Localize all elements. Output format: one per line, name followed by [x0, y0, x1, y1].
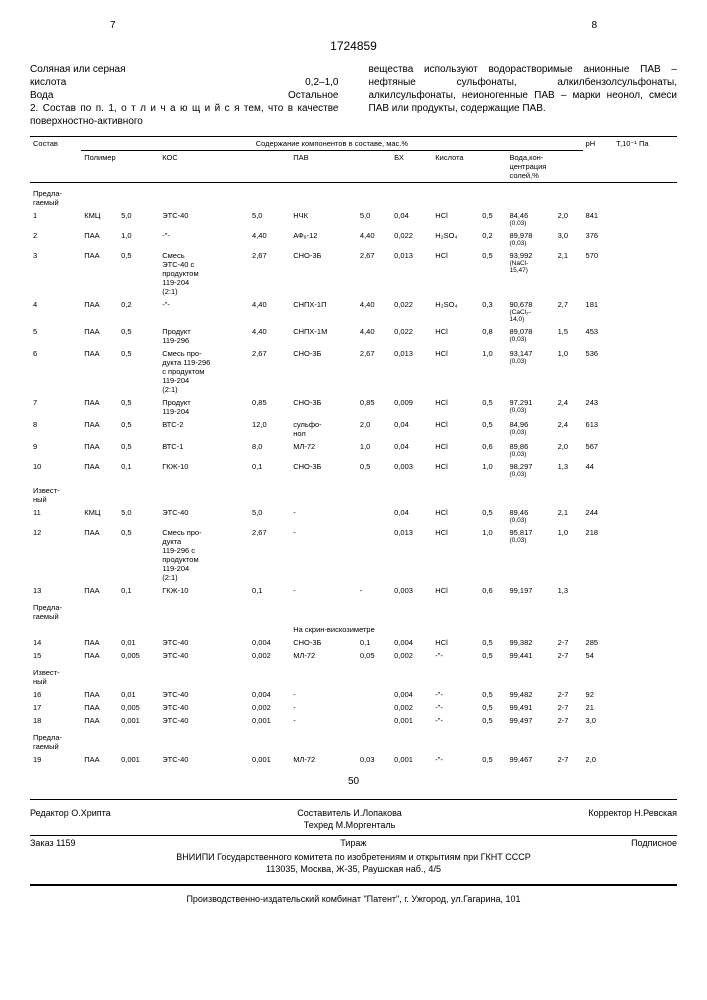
left-column: Соляная или серная кислота 0,2–1,0 Вода … [30, 63, 339, 128]
credits-block: Редактор О.Хрипта Составитель И.Лопакова… [30, 799, 677, 885]
table-header-1: Состав Содержание компонентов в составе,… [30, 137, 677, 151]
water-label: Вода [30, 89, 53, 102]
table-row: 4ПАА0,2-"-4,40СНПХ-1П4,400,022H₂SO₄0,390… [30, 298, 677, 325]
section-label: Предла- гаемый [30, 183, 677, 210]
table-row: 18ПАА0,001ЭТС-400,001-0,001-"-0,599,4972… [30, 714, 677, 727]
claim2-end: вещества используют водорастворимые анио… [369, 63, 678, 115]
acid-line1: Соляная или серная [30, 63, 339, 76]
hdr-kos: КОС [159, 151, 290, 183]
section-label: Извест- ный [30, 662, 677, 688]
printer-info: Производственно-издательский комбинат "П… [30, 885, 677, 904]
hdr-t: T,10⁻¹ Па [613, 137, 677, 183]
section-label: Предла- гаемый [30, 597, 677, 623]
subscription: Подписное [631, 838, 677, 848]
section-label: Извест- ный [30, 480, 677, 506]
water-val: Остальное [288, 89, 339, 102]
hdr-polymer: Полимер [81, 151, 159, 183]
acid-val: 0,2–1,0 [305, 76, 338, 89]
hdr-bx: БХ [391, 151, 432, 183]
hdr-sostav: Состав [30, 137, 81, 183]
table-row: 12ПАА0,5Смесь про- дукта 119-296 с проду… [30, 526, 677, 584]
table-row: 16ПАА0,01ЭТС-400,004-0,004-"-0,599,4822-… [30, 688, 677, 701]
section-label: Предла- гаемый [30, 727, 677, 753]
corrector: Корректор Н.Ревская [588, 808, 677, 831]
compiler: Составитель И.Лопакова [297, 808, 402, 818]
table-row: 14ПАА0,01ЭТС-400,004СНО-3Б0,10,004HCl0,5… [30, 636, 677, 649]
patent-number: 1724859 [30, 39, 677, 53]
section-note: На скрин-вискозиметре [290, 623, 677, 636]
acid-line2: кислота [30, 76, 66, 89]
tirazh: Тираж [340, 838, 366, 848]
table-row: 11КМЦ5,0ЭТС-405,0-0,04HCl0,589,46(0,03)2… [30, 506, 677, 526]
editor: Редактор О.Хрипта [30, 808, 111, 831]
table-row: 19ПАА0,001ЭТС-400,001МЛ-720,030,001-"-0,… [30, 753, 677, 766]
hdr-acid: Кислота [432, 151, 506, 183]
table-row: 5ПАА0,5Продукт 119-2964,40СНПХ-1М4,400,0… [30, 325, 677, 347]
page-numbers: 7 8 [30, 20, 677, 39]
table-row: 2ПАА1,0-"-4,40АФ₉-124,400,022H₂SO₄0,289,… [30, 229, 677, 249]
hdr-pav: ПАВ [290, 151, 391, 183]
page-left: 7 [110, 20, 116, 31]
table-row: 3ПАА0,5Смесь ЭТС-40 с продуктом 119-204 … [30, 249, 677, 298]
table-row: 1КМЦ5,0ЭТС-405,0НЧК5,00,04HCl0,584,46(0,… [30, 209, 677, 229]
table-row: 17ПАА0,005ЭТС-400,002-0,002-"-0,599,4912… [30, 701, 677, 714]
hdr-water: Вода,кон- центрация солей,% [506, 151, 582, 183]
right-column: вещества используют водорастворимые анио… [369, 63, 678, 128]
table-row: 9ПАА0,5ВТС-18,0МЛ-721,00,04HCl0,689,86(0… [30, 440, 677, 460]
hdr-ph: рН [583, 137, 614, 183]
table-row: 6ПАА0,5Смесь про- дукта 119-296 с продук… [30, 347, 677, 396]
table-row: 7ПАА0,5Продукт 119-2040,85СНО-3Б0,850,00… [30, 396, 677, 418]
line-counter: 50 [30, 776, 677, 787]
composition-table: Состав Содержание компонентов в составе,… [30, 136, 677, 766]
claim2-start: 2. Состав по п. 1, о т л и ч а ю щ и й с… [30, 102, 339, 128]
org-name: ВНИИПИ Государственного комитета по изоб… [30, 852, 677, 864]
org-addr: 113035, Москва, Ж-35, Раушская наб., 4/5 [30, 864, 677, 876]
table-row: 8ПАА0,5ВТС-212,0сульфо- нол2,00,04HCl0,5… [30, 418, 677, 440]
table-row: 15ПАА0,005ЭТС-400,002МЛ-720,050,002-"-0,… [30, 649, 677, 662]
order: Заказ 1159 [30, 838, 75, 848]
table-header-2: Полимер КОС ПАВ БХ Кислота Вода,кон- цен… [30, 151, 677, 183]
techred: Техред М.Моргенталь [304, 820, 396, 830]
table-row: 13ПАА0,1ГКЖ-100,1--0,003HCl0,699,1971,3 [30, 584, 677, 597]
page-right: 8 [591, 20, 597, 31]
table-row: 10ПАА0,1ГКЖ-100,1СНО-3Б0,50,003HCl1,098,… [30, 460, 677, 480]
hdr-span: Содержание компонентов в составе, мас.% [81, 137, 582, 151]
intro-columns: Соляная или серная кислота 0,2–1,0 Вода … [30, 63, 677, 128]
